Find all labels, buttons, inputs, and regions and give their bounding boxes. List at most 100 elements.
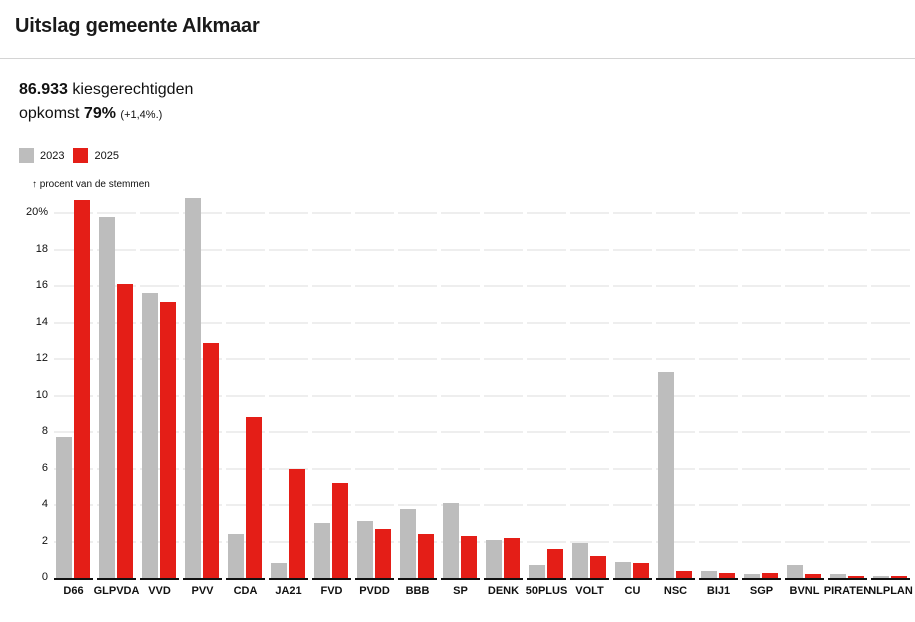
gridline <box>183 212 222 214</box>
bar-2023-cda[interactable] <box>228 534 244 578</box>
gridline <box>355 540 394 543</box>
x-axis-baseline <box>355 578 394 580</box>
bar-2023-sp[interactable] <box>443 503 459 578</box>
bar-2023-50plus[interactable] <box>529 565 545 578</box>
gridline <box>871 321 910 324</box>
bar-2023-pvdd[interactable] <box>357 521 373 578</box>
bar-2025-d66[interactable] <box>74 200 90 578</box>
bar-2023-pvv[interactable] <box>185 198 201 578</box>
bar-2023-d66[interactable] <box>56 437 72 578</box>
gridline <box>54 212 93 214</box>
gridline <box>785 358 824 360</box>
bar-2025-volt[interactable] <box>590 556 606 578</box>
bar-2023-nlplan[interactable] <box>873 576 889 578</box>
gridline <box>613 248 652 251</box>
gridline <box>54 248 93 251</box>
turnout-label: opkomst <box>19 105 80 122</box>
gridline <box>312 248 351 251</box>
gridline <box>54 540 93 543</box>
gridline <box>140 467 179 470</box>
bar-2023-denk[interactable] <box>486 539 502 578</box>
y-tick-label: 6 <box>41 461 48 474</box>
gridline <box>570 321 609 324</box>
bar-2023-sgp[interactable] <box>744 574 760 578</box>
gridline <box>183 540 222 543</box>
gridline <box>828 212 867 214</box>
gridline <box>699 467 738 470</box>
gridline <box>183 431 222 433</box>
bar-2023-volt[interactable] <box>572 543 588 578</box>
bar-2023-ja21[interactable] <box>271 563 287 578</box>
bar-2025-pvdd[interactable] <box>375 528 391 578</box>
bar-2023-cu[interactable] <box>615 561 631 578</box>
x-axis-baseline <box>54 578 93 580</box>
bar-2025-sgp[interactable] <box>762 572 778 578</box>
bar-2023-vvd[interactable] <box>142 293 158 578</box>
gridline <box>226 321 265 324</box>
gridline <box>656 540 695 543</box>
bar-2023-piraten[interactable] <box>830 574 846 578</box>
gridline <box>828 248 867 251</box>
bar-2025-glpvda[interactable] <box>117 284 133 578</box>
gridline <box>140 394 179 397</box>
gridline <box>54 467 93 470</box>
bar-2025-cda[interactable] <box>246 417 262 578</box>
gridline <box>226 431 265 433</box>
bar-2025-cu[interactable] <box>633 563 649 578</box>
y-tick-label: 2 <box>41 534 48 547</box>
bar-2023-fvd[interactable] <box>314 523 330 578</box>
bar-2025-fvd[interactable] <box>332 483 348 578</box>
bar-2025-sp[interactable] <box>461 536 477 578</box>
gridline <box>312 504 351 506</box>
bar-2025-piraten[interactable] <box>848 576 864 578</box>
gridline <box>484 321 523 324</box>
gridline <box>355 431 394 433</box>
x-category-label: PVDD <box>359 585 390 597</box>
gridline <box>355 285 394 287</box>
bar-2023-bbb[interactable] <box>400 508 416 578</box>
bar-2025-bvnl[interactable] <box>805 574 821 578</box>
gridline <box>97 358 136 360</box>
gridline <box>54 431 93 433</box>
bar-2023-bvnl[interactable] <box>787 565 803 578</box>
gridline <box>785 212 824 214</box>
gridline <box>570 394 609 397</box>
bar-2025-nlplan[interactable] <box>891 576 907 578</box>
bar-2023-bij1[interactable] <box>701 570 717 578</box>
gridline <box>742 321 781 324</box>
bar-2025-nsc[interactable] <box>676 570 692 578</box>
legend-item-2025: 2025 <box>73 148 119 163</box>
gridline <box>699 431 738 433</box>
gridline <box>699 212 738 214</box>
legend-label: 2023 <box>40 149 65 162</box>
gridline <box>613 358 652 360</box>
gridline <box>527 321 566 324</box>
gridline <box>441 467 480 470</box>
x-axis-baseline <box>484 578 523 580</box>
gridline <box>742 358 781 360</box>
legend-label: 2025 <box>94 149 119 162</box>
bar-2023-nsc[interactable] <box>658 371 674 578</box>
y-tick-label: 8 <box>41 425 48 437</box>
gridline <box>828 358 867 360</box>
gridline <box>441 504 480 506</box>
bar-2025-bbb[interactable] <box>418 534 434 578</box>
gridline <box>355 358 394 360</box>
gridline <box>570 431 609 433</box>
y-tick-label: 10 <box>35 388 48 401</box>
bar-2025-50plus[interactable] <box>547 548 563 578</box>
bar-2025-pvv[interactable] <box>203 342 219 578</box>
gridline <box>269 540 308 543</box>
gridline <box>269 285 308 287</box>
bar-2025-ja21[interactable] <box>289 468 305 578</box>
gridline <box>269 321 308 324</box>
gridline <box>742 212 781 214</box>
gridline <box>140 504 179 506</box>
gridline <box>226 358 265 360</box>
bar-2023-glpvda[interactable] <box>99 216 115 578</box>
bar-2025-denk[interactable] <box>504 537 520 578</box>
bar-2025-bij1[interactable] <box>719 572 735 578</box>
x-category-label: DENK <box>487 585 520 597</box>
bar-2025-vvd[interactable] <box>160 302 176 578</box>
gridline <box>183 321 222 324</box>
